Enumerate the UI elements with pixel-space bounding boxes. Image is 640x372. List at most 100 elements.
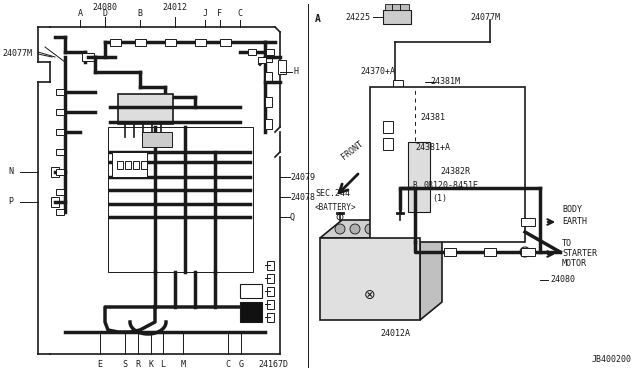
Text: 24370+A: 24370+A bbox=[360, 67, 395, 77]
Bar bbox=[56, 189, 64, 195]
Circle shape bbox=[520, 247, 530, 257]
Bar bbox=[484, 248, 496, 256]
Circle shape bbox=[350, 224, 360, 234]
Text: S: S bbox=[122, 360, 127, 369]
Text: 24077M: 24077M bbox=[470, 13, 500, 22]
Bar bbox=[108, 127, 253, 272]
Circle shape bbox=[365, 224, 375, 234]
Circle shape bbox=[410, 224, 420, 234]
Circle shape bbox=[335, 224, 345, 234]
Bar bbox=[383, 138, 393, 150]
Bar bbox=[240, 284, 262, 298]
Bar bbox=[266, 286, 273, 295]
Bar bbox=[320, 238, 420, 320]
Text: 24381: 24381 bbox=[420, 112, 445, 122]
Polygon shape bbox=[320, 220, 442, 238]
Text: 24012A: 24012A bbox=[380, 330, 410, 339]
Bar bbox=[266, 49, 274, 55]
Text: F: F bbox=[218, 9, 223, 18]
Bar bbox=[393, 80, 403, 94]
Bar bbox=[82, 53, 94, 61]
Bar bbox=[264, 72, 271, 82]
Text: L: L bbox=[161, 360, 166, 369]
Text: G: G bbox=[239, 360, 243, 369]
Text: K: K bbox=[148, 360, 154, 369]
Bar bbox=[383, 10, 411, 24]
Text: <BATTERY>: <BATTERY> bbox=[315, 202, 356, 212]
Circle shape bbox=[411, 213, 419, 221]
Circle shape bbox=[418, 213, 426, 221]
Text: EARTH: EARTH bbox=[562, 218, 587, 227]
Text: 08120-8451E: 08120-8451E bbox=[424, 182, 479, 190]
Bar bbox=[521, 248, 535, 256]
Bar bbox=[266, 299, 273, 308]
Bar bbox=[133, 161, 139, 169]
Text: 24079: 24079 bbox=[290, 173, 315, 182]
Bar bbox=[142, 132, 172, 147]
Bar bbox=[164, 38, 175, 45]
Bar bbox=[195, 38, 205, 45]
Text: 24080: 24080 bbox=[550, 276, 575, 285]
Text: E: E bbox=[97, 360, 102, 369]
Text: A: A bbox=[315, 14, 321, 24]
Bar bbox=[264, 97, 271, 107]
Bar bbox=[248, 49, 256, 55]
Bar bbox=[56, 149, 64, 155]
Circle shape bbox=[395, 224, 405, 234]
Bar bbox=[385, 4, 409, 10]
Text: R: R bbox=[136, 360, 141, 369]
Text: 24012: 24012 bbox=[163, 3, 188, 12]
Bar bbox=[125, 161, 131, 169]
Text: C: C bbox=[225, 360, 230, 369]
Text: 24080: 24080 bbox=[93, 3, 118, 12]
Text: P: P bbox=[8, 198, 13, 206]
Bar bbox=[370, 87, 525, 242]
Bar bbox=[56, 169, 64, 175]
Polygon shape bbox=[420, 220, 442, 320]
Bar bbox=[266, 260, 273, 269]
Text: 24167D: 24167D bbox=[258, 360, 288, 369]
Text: ⊗: ⊗ bbox=[364, 288, 376, 302]
Text: 24225: 24225 bbox=[345, 13, 370, 22]
Text: STARTER: STARTER bbox=[562, 250, 597, 259]
Bar bbox=[56, 89, 64, 95]
Bar bbox=[117, 161, 123, 169]
Text: 24078: 24078 bbox=[290, 192, 315, 202]
Bar bbox=[51, 197, 59, 207]
Bar bbox=[521, 218, 535, 226]
Bar bbox=[264, 52, 271, 62]
Bar bbox=[118, 94, 173, 124]
Bar bbox=[266, 312, 273, 321]
Text: C: C bbox=[237, 9, 243, 18]
Bar bbox=[112, 152, 147, 177]
Text: MOTOR: MOTOR bbox=[562, 260, 587, 269]
Text: D: D bbox=[102, 9, 108, 18]
Text: SEC.244: SEC.244 bbox=[315, 189, 350, 199]
Text: Q: Q bbox=[290, 212, 295, 221]
Text: N: N bbox=[8, 167, 13, 176]
Circle shape bbox=[408, 179, 422, 193]
Bar bbox=[383, 121, 393, 133]
Bar bbox=[266, 273, 273, 282]
Text: FRONT: FRONT bbox=[339, 140, 365, 162]
Text: M: M bbox=[180, 360, 186, 369]
Text: 24381+A: 24381+A bbox=[415, 142, 450, 151]
Bar bbox=[444, 248, 456, 256]
Text: BODY: BODY bbox=[562, 205, 582, 215]
Text: B: B bbox=[138, 9, 143, 18]
Bar bbox=[264, 119, 271, 129]
Bar bbox=[408, 142, 430, 212]
Bar bbox=[51, 167, 59, 177]
Text: JB400200: JB400200 bbox=[592, 355, 632, 364]
Bar bbox=[258, 57, 266, 63]
Circle shape bbox=[337, 214, 343, 220]
Text: 24382R: 24382R bbox=[440, 167, 470, 176]
Bar bbox=[56, 129, 64, 135]
Text: H: H bbox=[293, 67, 298, 77]
Bar bbox=[220, 38, 230, 45]
Text: 24381M: 24381M bbox=[430, 77, 460, 87]
Text: (1): (1) bbox=[432, 193, 447, 202]
Text: B: B bbox=[413, 182, 417, 190]
Bar bbox=[134, 38, 145, 45]
Text: TO: TO bbox=[562, 240, 572, 248]
